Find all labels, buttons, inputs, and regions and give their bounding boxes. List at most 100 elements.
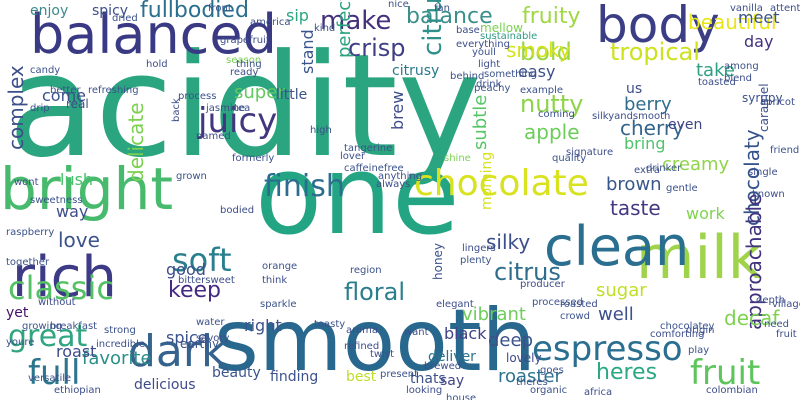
cloud-word: vibrant <box>462 304 526 325</box>
cloud-word: tangerine <box>344 143 393 154</box>
cloud-word: work <box>686 204 725 223</box>
cloud-word: origin <box>686 325 715 336</box>
cloud-word: candy <box>30 65 61 76</box>
cloud-word: us <box>626 81 643 97</box>
cloud-word: lingers <box>462 243 496 254</box>
cloud-word: spice <box>166 328 208 347</box>
cloud-word: come <box>42 86 87 105</box>
cloud-word: refreshing <box>88 85 139 96</box>
cloud-word: producer <box>520 279 565 290</box>
cloud-word: mellow <box>480 21 523 35</box>
cloud-word: need <box>764 319 789 330</box>
cloud-word: stand <box>298 29 317 74</box>
cloud-word: sweetness <box>30 195 83 206</box>
cloud-word: creamy <box>662 154 730 175</box>
cloud-word: sparkle <box>260 299 297 310</box>
cloud-word: base <box>456 25 480 36</box>
cloud-word: beautiful <box>688 10 777 34</box>
cloud-word: wont <box>14 177 39 188</box>
cloud-word: incredible <box>96 339 146 350</box>
cloud-word: body <box>596 0 720 54</box>
cloud-word: signature <box>566 147 614 158</box>
cloud-word: delicate <box>124 102 148 182</box>
cloud-word: little <box>276 87 308 103</box>
cloud-word: fan <box>434 3 450 14</box>
cloud-word: grapefruit <box>220 35 270 46</box>
cloud-word: ethiopian <box>54 385 101 396</box>
cloud-word: full <box>28 353 81 393</box>
cloud-word: make <box>320 6 392 36</box>
cloud-word: america <box>250 17 291 28</box>
cloud-word: keep <box>168 278 221 303</box>
cloud-word: fruit <box>690 353 761 393</box>
cloud-word: real <box>66 97 89 111</box>
cloud-word: village <box>772 299 800 310</box>
cloud-word: coming <box>538 109 575 120</box>
cloud-word: syrupy <box>742 91 783 105</box>
cloud-word: apricot <box>760 97 795 108</box>
cloud-word: brew <box>388 90 407 130</box>
cloud-word: cherry <box>620 116 684 140</box>
cloud-word: soft <box>172 241 232 279</box>
cloud-word: high <box>310 125 332 136</box>
cloud-word: depth <box>756 295 786 306</box>
cloud-word: africa <box>584 387 613 398</box>
cloud-word: processed <box>532 297 583 308</box>
cloud-word: region <box>350 265 382 276</box>
cloud-word: sip <box>286 6 309 25</box>
cloud-word: beauty <box>212 365 261 381</box>
cloud-word: even <box>668 117 703 133</box>
cloud-word: rich <box>12 245 117 310</box>
cloud-word: roasted <box>560 299 598 310</box>
cloud-word: deliver <box>428 349 476 365</box>
cloud-word: ready <box>230 67 259 78</box>
cloud-word: drink <box>476 79 502 90</box>
cloud-word: vanilla <box>730 3 763 14</box>
cloud-word: floral <box>344 278 406 306</box>
cloud-word: extra <box>634 165 661 176</box>
cloud-word: say <box>440 373 465 389</box>
cloud-word: meet <box>738 8 780 27</box>
cloud-word: looking <box>406 385 443 396</box>
cloud-word: roaster <box>498 366 562 387</box>
cloud-word: taste <box>610 196 661 220</box>
cloud-word: process <box>178 91 217 102</box>
cloud-word: versatile <box>28 373 72 384</box>
cloud-word: youre <box>6 337 35 348</box>
cloud-word: something <box>484 69 537 80</box>
cloud-word: house <box>446 393 477 400</box>
cloud-word: formerly <box>232 153 275 164</box>
cloud-word: play <box>688 345 710 356</box>
cloud-word: fruit <box>776 329 797 340</box>
cloud-word: one <box>255 131 460 259</box>
cloud-word: earthy <box>180 337 220 351</box>
cloud-word: well <box>598 304 634 325</box>
cloud-word: theres <box>516 377 548 388</box>
cloud-word: gentle <box>666 183 698 194</box>
cloud-word: quality <box>552 153 587 164</box>
cloud-word: milk <box>636 223 763 293</box>
cloud-word: friendly <box>770 145 800 156</box>
cloud-word: caffeinefree <box>344 163 404 174</box>
cloud-word: balanced <box>30 3 277 66</box>
cloud-word: plenty <box>460 255 492 266</box>
cloud-word: water <box>196 317 225 328</box>
cloud-word: clean <box>544 215 690 278</box>
cloud-word: crisp <box>348 34 406 62</box>
cloud-word: perfect <box>334 0 355 58</box>
cloud-word: bold <box>520 38 572 66</box>
cloud-word: morning <box>479 151 495 210</box>
cloud-word: refined <box>344 341 380 352</box>
cloud-word: citrusy <box>392 63 440 79</box>
cloud-word: colombian <box>706 385 758 396</box>
cloud-word: right <box>244 316 282 335</box>
cloud-word: subtle <box>470 94 491 150</box>
cloud-word: goes <box>540 365 564 376</box>
cloud-word: yet <box>6 305 29 321</box>
cloud-word: behind <box>450 71 485 82</box>
cloud-word: present <box>380 369 419 380</box>
cloud-word: grown <box>176 171 207 182</box>
cloud-word: thats <box>410 371 446 387</box>
cloud-word: bright <box>0 155 174 223</box>
cloud-word: dried <box>112 13 138 24</box>
